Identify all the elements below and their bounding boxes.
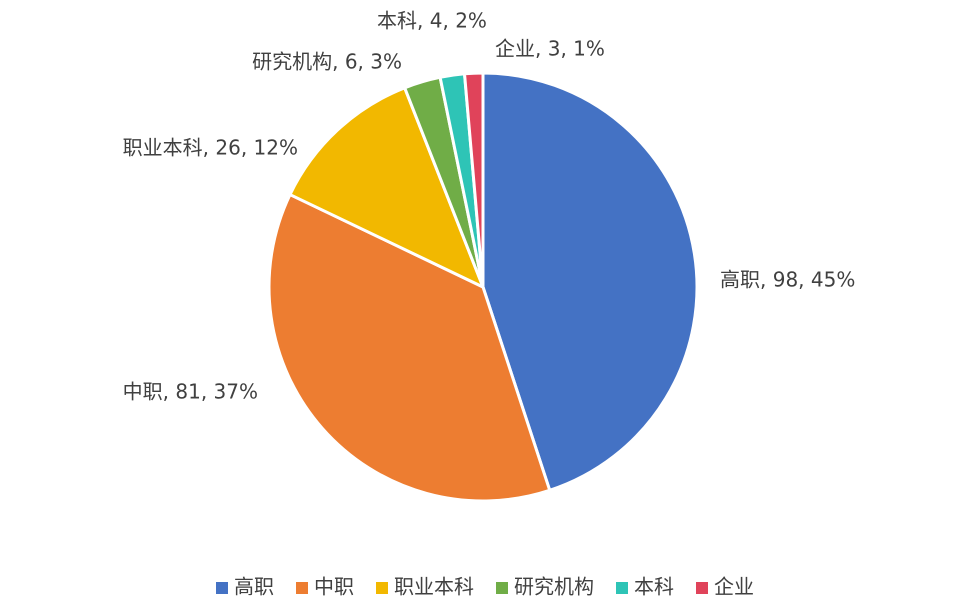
- pie-slice: [267, 193, 552, 503]
- pie-slice: [288, 86, 485, 289]
- legend-swatch: [296, 582, 308, 594]
- legend-swatch: [496, 582, 508, 594]
- data-label: 职业本科, 26, 12%: [123, 136, 298, 160]
- legend-swatch: [616, 582, 628, 594]
- data-label: 高职, 98, 45%: [720, 268, 855, 292]
- pie-slice: [463, 71, 485, 289]
- legend-label: 企业: [714, 575, 754, 599]
- data-label: 研究机构, 6, 3%: [252, 50, 402, 74]
- legend-swatch: [696, 582, 708, 594]
- legend-swatch: [216, 582, 228, 594]
- data-label: 本科, 4, 2%: [377, 9, 487, 33]
- legend-label: 本科: [634, 575, 674, 599]
- legend-label: 职业本科: [394, 575, 474, 599]
- legend: 高职 中职 职业本科 研究机构 本科 企业: [216, 575, 754, 599]
- legend-swatch: [376, 582, 388, 594]
- pie-slice: [481, 71, 699, 492]
- legend-label: 研究机构: [514, 575, 594, 599]
- data-label: 企业, 3, 1%: [495, 37, 605, 61]
- legend-label: 高职: [234, 575, 274, 599]
- legend-label: 中职: [314, 575, 354, 599]
- data-label: 中职, 81, 37%: [123, 380, 258, 404]
